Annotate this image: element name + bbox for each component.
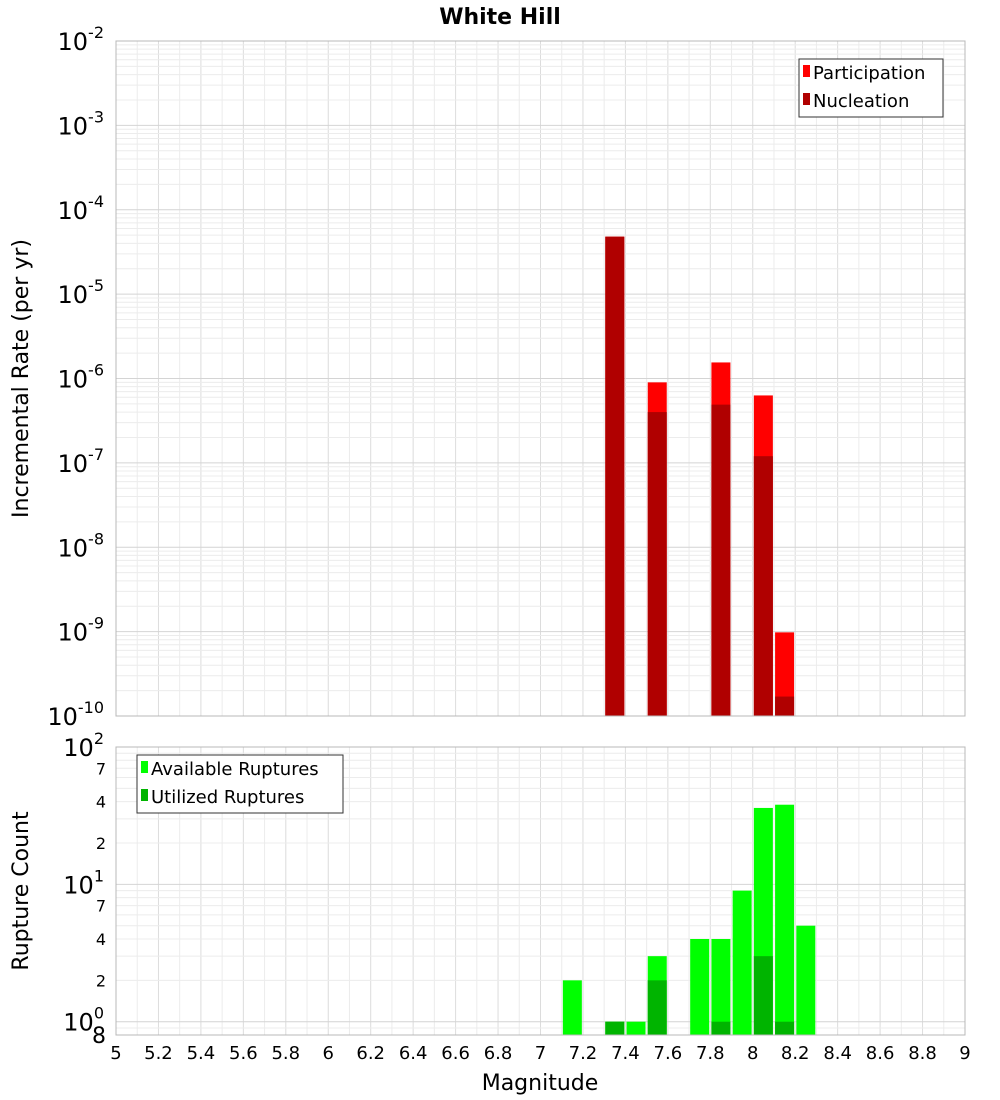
y-tick-label: 10-9 (58, 614, 105, 647)
nucleation-bar (647, 412, 667, 716)
nucleation-bar (775, 696, 795, 716)
utilized-ruptures-bar (753, 956, 773, 1035)
available-ruptures-bar (775, 804, 795, 1035)
x-tick-label: 6 (323, 1043, 334, 1064)
available-ruptures-bar (711, 939, 731, 1035)
available-ruptures-bar (690, 939, 710, 1035)
y-axis-label: Incremental Rate (per yr) (9, 239, 34, 518)
x-tick-label: 7.4 (611, 1043, 640, 1064)
chart-title: White Hill (439, 5, 561, 30)
legend-swatch (803, 93, 810, 105)
y-tick-label: 10-10 (47, 698, 104, 731)
x-axis-label: Magnitude (482, 1071, 599, 1096)
y-tick-label: 10-8 (58, 529, 105, 562)
y-tick-label: 10-3 (58, 107, 105, 140)
x-tick-label: 8 (747, 1043, 758, 1064)
x-tick-label: 5 (110, 1043, 121, 1064)
x-tick-label: 7.6 (654, 1043, 683, 1064)
y-tick-label: 10-6 (58, 361, 105, 394)
available-ruptures-bar (626, 1021, 646, 1035)
legend-label: Nucleation (813, 91, 909, 112)
y-tick-label: 101 (63, 866, 104, 899)
y-tick-label: 10-7 (58, 445, 105, 478)
x-tick-label: 5.4 (187, 1043, 216, 1064)
y-tick-label: 100 (63, 1004, 104, 1037)
y-tick-label: 2 (96, 834, 106, 853)
x-tick-label: 5.6 (229, 1043, 258, 1064)
nucleation-bar (753, 456, 773, 716)
y-tick-label: 7 (96, 759, 106, 778)
x-tick-label: 7 (535, 1043, 546, 1064)
utilized-ruptures-bar (605, 1021, 625, 1035)
legend-box (136, 754, 344, 814)
legend-label: Participation (813, 63, 925, 84)
rate-panel: 10-10 10-9 10-8 10-7 10-6 10-5 10-4 10-3 10-2 Inc… (9, 23, 966, 731)
legend-swatch (141, 761, 148, 773)
legend-box (798, 58, 944, 118)
nucleation-bar (605, 236, 625, 716)
plot-border (115, 746, 966, 1036)
participation-bar (775, 632, 795, 716)
legend-swatch (803, 65, 810, 77)
y-tick-label: 2 (96, 971, 106, 990)
y-tick-label: 7 (96, 897, 106, 916)
legend-swatch (141, 789, 148, 801)
legend-label: Available Ruptures (151, 759, 319, 780)
nucleation-bar (711, 404, 731, 716)
available-ruptures-bar (562, 980, 582, 1035)
x-tick-label: 8.2 (781, 1043, 810, 1064)
x-tick-label: 6.2 (356, 1043, 385, 1064)
available-ruptures-bar (796, 925, 816, 1035)
x-tick-label: 6.8 (484, 1043, 513, 1064)
x-tick-label: 8.8 (908, 1043, 937, 1064)
y-tick-label: 8 (92, 1024, 106, 1049)
x-tick-label: 8.4 (823, 1043, 852, 1064)
y-axis-label: Rupture Count (9, 811, 34, 971)
x-tick-label: 6.6 (441, 1043, 470, 1064)
y-tick-label: 4 (96, 793, 106, 812)
utilized-ruptures-bar (775, 1021, 795, 1035)
legend-label: Utilized Ruptures (151, 787, 304, 808)
x-tick-label: 9 (959, 1043, 970, 1064)
y-tick-label: 10-4 (58, 192, 105, 225)
y-tick-label: 10-2 (58, 23, 105, 56)
x-tick-label: 7.2 (569, 1043, 598, 1064)
available-ruptures-bar (732, 890, 752, 1035)
utilized-ruptures-bar (647, 980, 667, 1035)
x-tick-label: 5.2 (144, 1043, 173, 1064)
x-tick-label: 6.4 (399, 1043, 428, 1064)
x-tick-label: 8.6 (866, 1043, 895, 1064)
x-axis-ticks: 5 5.2 5.4 5.6 5.8 6 6.2 6.4 6.6 6.8 7 7.2 7.4 7.6 7.8 8… (110, 1043, 970, 1064)
x-tick-label: 7.8 (696, 1043, 725, 1064)
utilized-ruptures-bar (711, 1021, 731, 1035)
y-tick-label: 102 (63, 729, 104, 762)
y-tick-label: 10-5 (58, 276, 105, 309)
y-tick-label: 4 (96, 930, 106, 949)
plot-border (115, 40, 966, 717)
x-tick-label: 5.8 (271, 1043, 300, 1064)
